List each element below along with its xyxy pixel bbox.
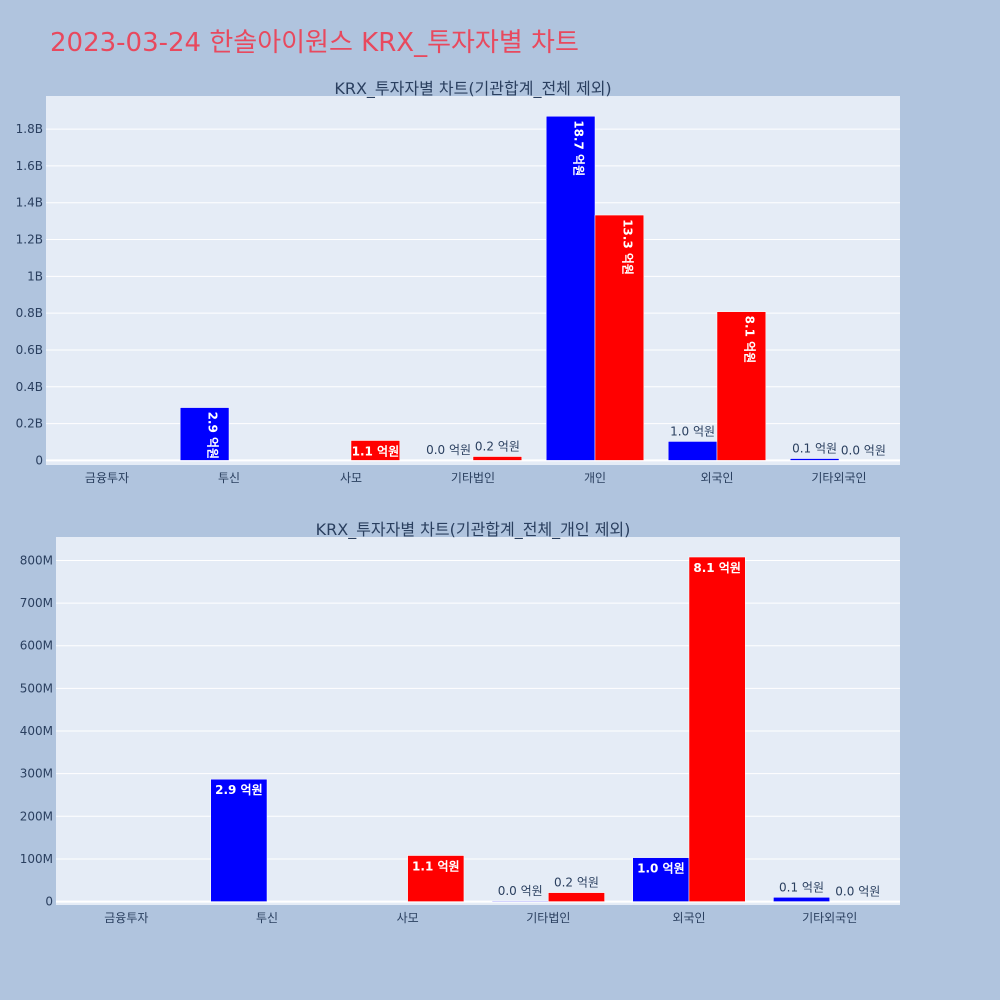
x-tick-label: 금융투자 [85, 471, 129, 485]
bar [716, 311, 767, 461]
y-tick-label: 0 [35, 453, 43, 467]
bar [789, 458, 840, 461]
plot-area [46, 96, 900, 465]
bar-label: 0.2 억원 [475, 440, 520, 454]
x-tick-label: 개인 [584, 471, 606, 485]
x-tick-label: 기타법인 [451, 471, 495, 485]
bar [594, 214, 645, 461]
bar-label: 13.3 억원 [620, 219, 634, 275]
bar-label: 0.0 억원 [841, 443, 886, 457]
bar-label: 1.0 억원 [670, 424, 715, 438]
bar [667, 441, 718, 461]
y-tick-label: 1B [27, 269, 43, 283]
bar [350, 440, 401, 461]
x-tick-label: 외국인 [700, 471, 733, 485]
bar-label: 2.9 억원 [206, 412, 220, 460]
y-tick-label: 0.4B [16, 380, 43, 394]
y-tick-label: 1.4B [16, 196, 43, 210]
y-tick-label: 1.6B [16, 159, 43, 173]
y-tick-label: 0.8B [16, 306, 43, 320]
x-tick-label: 기타외국인 [811, 471, 866, 485]
x-tick-label: 사모 [340, 471, 362, 485]
bar-label: 18.7 억원 [572, 120, 586, 176]
bar-label: 8.1 억원 [742, 316, 756, 364]
y-tick-label: 1.8B [16, 122, 43, 136]
bar-label: 0.0 억원 [426, 443, 471, 457]
bar [179, 407, 230, 461]
bar [545, 115, 596, 461]
page-title: 2023-03-24 한솔아이원스 KRX_투자자별 차트 [50, 28, 579, 58]
chart-title: KRX_투자자별 차트(기관합계_전체 제외) [334, 79, 611, 99]
x-tick-label: 투신 [218, 471, 240, 485]
bar-label: 0.1 억원 [792, 442, 837, 456]
y-tick-label: 0.2B [16, 417, 43, 431]
y-tick-label: 1.2B [16, 233, 43, 247]
bar [472, 456, 523, 461]
bar-label: 1.1 억원 [352, 445, 400, 459]
y-tick-label: 0.6B [16, 343, 43, 357]
